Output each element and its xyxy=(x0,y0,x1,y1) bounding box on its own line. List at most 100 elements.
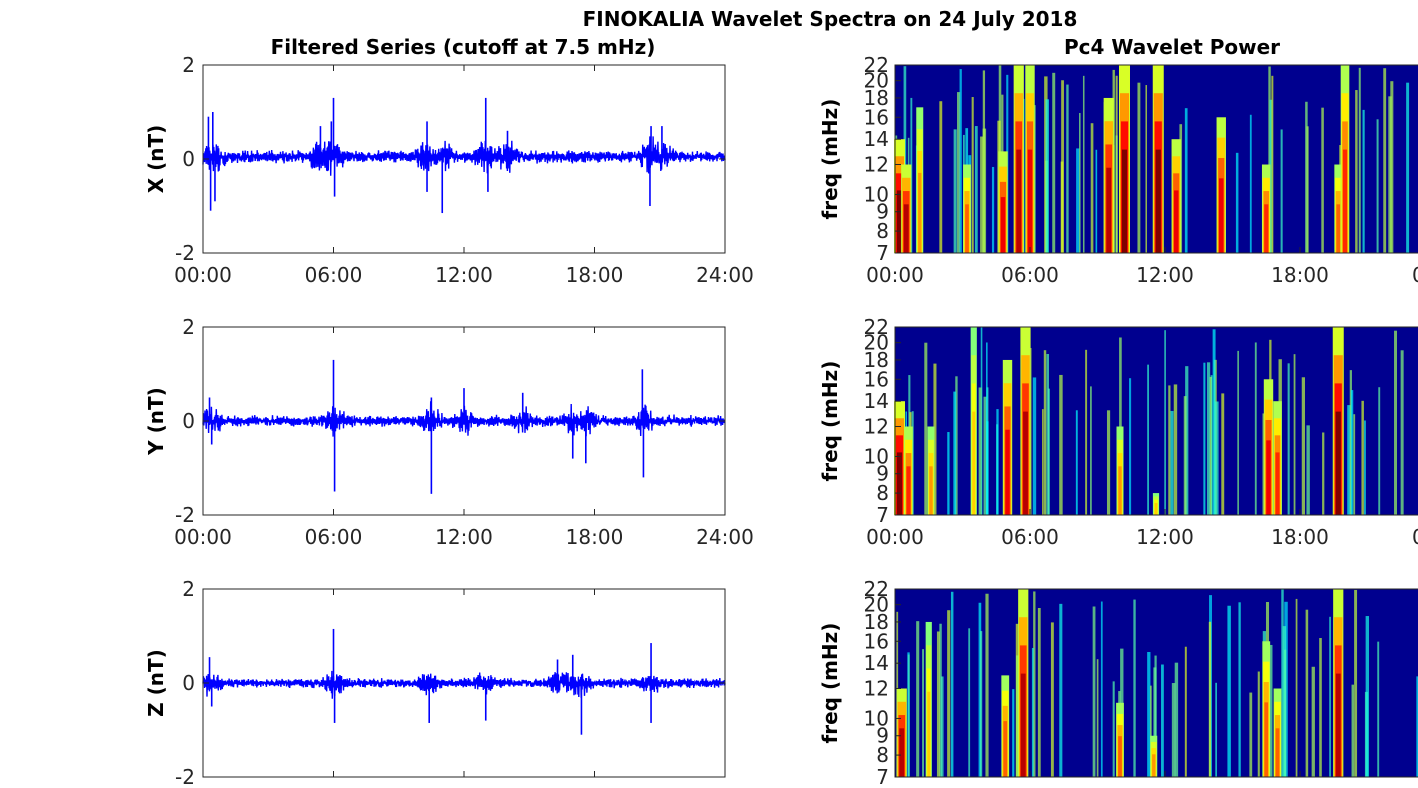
heatmap-streak xyxy=(936,631,940,777)
heatmap-streak xyxy=(916,621,920,777)
wavelet-burst xyxy=(1152,754,1156,777)
x-tick-label: 00:00 xyxy=(866,263,924,287)
timeseries-panel-2: 2 0 -2 Z (nT) xyxy=(144,577,726,788)
heatmap-streak xyxy=(1394,330,1398,515)
wavelet-burst xyxy=(929,466,933,515)
heatmap-streak xyxy=(1383,68,1387,253)
heatmap-streak xyxy=(1215,401,1219,515)
y-axis-label: freq (mHz) xyxy=(818,99,842,220)
heatmap-streak xyxy=(1378,387,1381,515)
heatmap-streak xyxy=(1184,646,1187,777)
heatmap-streak xyxy=(1271,75,1274,253)
y-tick-label: 0 xyxy=(182,147,195,171)
heatmap-streak xyxy=(1092,606,1096,777)
timeseries-panel-0: Filtered Series (cutoff at 7.5 mHz)20-20… xyxy=(144,35,754,287)
panel-title: Pc4 Wavelet Power xyxy=(1064,35,1280,59)
heatmap-streak xyxy=(955,376,958,515)
heatmap-streak xyxy=(1031,647,1034,777)
wavelet-burst xyxy=(1003,721,1008,777)
heatmap-streak xyxy=(1149,685,1152,777)
y-tick-label: 16 xyxy=(864,105,889,129)
y-tick-label: 16 xyxy=(864,629,889,653)
wavelet-burst xyxy=(1000,197,1006,253)
x-tick-label: 00:00 xyxy=(866,525,924,549)
heatmap-streak xyxy=(1032,377,1037,515)
trace-line xyxy=(202,401,726,437)
heatmap-streak xyxy=(1365,616,1370,777)
heatmap-streak xyxy=(1046,353,1050,515)
x-tick-label: 24:00 xyxy=(696,525,754,549)
heatmap-streak xyxy=(1362,109,1365,253)
heatmap-streak xyxy=(1282,626,1286,777)
wavelet-burst xyxy=(899,728,905,777)
wavelet-burst xyxy=(1155,149,1161,253)
heatmap-streak xyxy=(1280,129,1283,253)
heatmap-streak xyxy=(1154,655,1157,777)
wavelet-burst xyxy=(1106,167,1112,253)
heatmap-streak xyxy=(1376,119,1379,253)
heatmap-streak xyxy=(978,602,982,777)
heatmap-streak xyxy=(1076,148,1080,253)
x-tick-label: 12:00 xyxy=(1136,263,1194,287)
y-tick-label: 18 xyxy=(864,610,889,634)
y-tick-label: 9 xyxy=(876,200,889,224)
wavelet-burst xyxy=(896,452,903,515)
wavelet-burst xyxy=(1275,728,1280,777)
heatmap-streak xyxy=(1353,414,1356,515)
x-tick-label: 12:00 xyxy=(1136,525,1194,549)
y-tick-label: -2 xyxy=(175,765,195,788)
heatmap-streak xyxy=(1119,337,1122,515)
wavelet-burst xyxy=(1118,466,1122,515)
wavelet-burst xyxy=(965,204,969,253)
heatmap-streak xyxy=(986,342,988,515)
x-tick-label: 12:00 xyxy=(435,263,493,287)
y-tick-label: 9 xyxy=(876,462,889,486)
heatmap-streak xyxy=(1295,598,1298,777)
wavelet-burst xyxy=(1020,673,1026,777)
wavelet-burst xyxy=(1005,429,1010,515)
heatmap-streak xyxy=(1321,107,1324,253)
y-tick-label: 9 xyxy=(876,724,889,748)
y-tick-label: -2 xyxy=(175,503,195,527)
heatmap-streak xyxy=(1306,425,1310,515)
heatmap-streak xyxy=(978,387,982,515)
x-tick-label: 06:00 xyxy=(1001,263,1059,287)
y-tick-label: 2 xyxy=(182,577,195,601)
y-tick-label: 12 xyxy=(864,153,889,177)
heatmap-streak xyxy=(980,136,984,253)
heatmap-streak xyxy=(982,70,986,253)
x-tick-label: 00:00 xyxy=(174,263,232,287)
heatmap-streak xyxy=(939,623,942,777)
heatmap-streak xyxy=(1147,651,1151,777)
heatmap-streak xyxy=(1210,375,1213,515)
y-tick-label: 14 xyxy=(864,389,889,413)
heatmap-streak xyxy=(1115,135,1118,253)
heatmap-streak xyxy=(1106,410,1111,515)
wavelet-burst xyxy=(1336,204,1341,253)
heatmap-streak xyxy=(1170,410,1174,515)
heatmap-streak xyxy=(1059,603,1063,777)
heatmap-streak xyxy=(1096,659,1099,777)
y-tick-label: 16 xyxy=(864,367,889,391)
x-tick-label: 00 xyxy=(1412,525,1418,549)
y-axis-label: Z (nT) xyxy=(144,649,168,717)
heatmap-streak xyxy=(1237,350,1239,515)
wavelet-burst xyxy=(972,411,976,515)
heatmap-streak xyxy=(1183,396,1187,515)
heatmap-streak xyxy=(1400,350,1404,515)
heatmap-streak xyxy=(1079,113,1081,253)
y-axis-label: Y (nT) xyxy=(144,387,168,456)
heatmap-streak xyxy=(1066,84,1069,253)
y-tick-label: 18 xyxy=(864,348,889,372)
y-axis-label: X (nT) xyxy=(144,125,168,194)
y-tick-label: 20 xyxy=(864,593,889,617)
heatmap-streak xyxy=(1215,682,1218,777)
figure-title: FINOKALIA Wavelet Spectra on 24 July 201… xyxy=(583,7,1078,31)
heatmap-streak xyxy=(1388,96,1392,253)
heatmap-streak xyxy=(1377,641,1380,777)
heatmap-streak xyxy=(1305,101,1308,253)
heatmap-streak xyxy=(1145,85,1148,253)
wavelet-burst xyxy=(1264,204,1269,253)
x-tick-label: 06:00 xyxy=(305,263,363,287)
